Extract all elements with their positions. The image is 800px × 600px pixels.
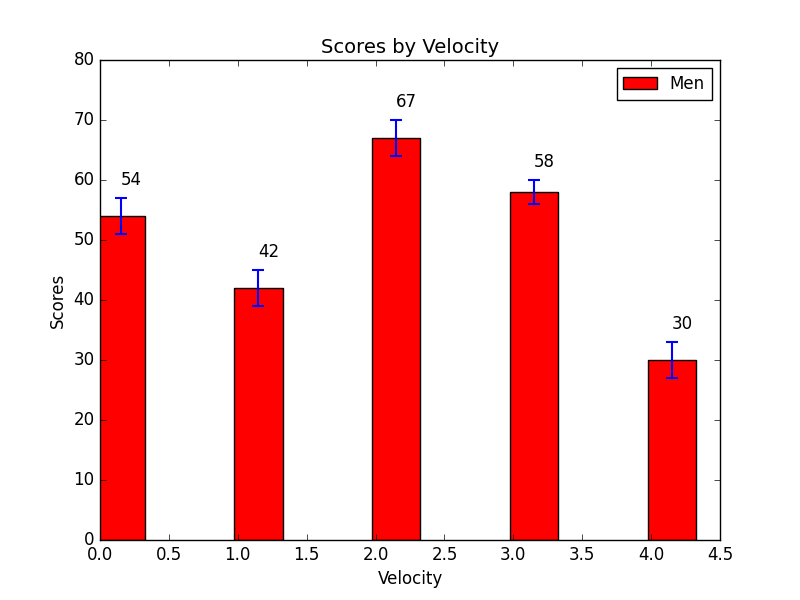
Text: 30: 30: [672, 315, 693, 333]
Text: 54: 54: [121, 171, 142, 189]
Legend: Men: Men: [617, 68, 712, 100]
Bar: [97, 216, 145, 540]
Bar: [234, 288, 282, 540]
Bar: [648, 360, 696, 540]
Text: 67: 67: [396, 93, 418, 111]
X-axis label: Velocity: Velocity: [378, 571, 442, 589]
Y-axis label: Scores: Scores: [48, 272, 66, 328]
Text: 42: 42: [258, 243, 279, 261]
Title: Scores by Velocity: Scores by Velocity: [321, 38, 499, 57]
Bar: [372, 138, 420, 540]
Text: 58: 58: [534, 153, 555, 171]
Bar: [510, 192, 558, 540]
